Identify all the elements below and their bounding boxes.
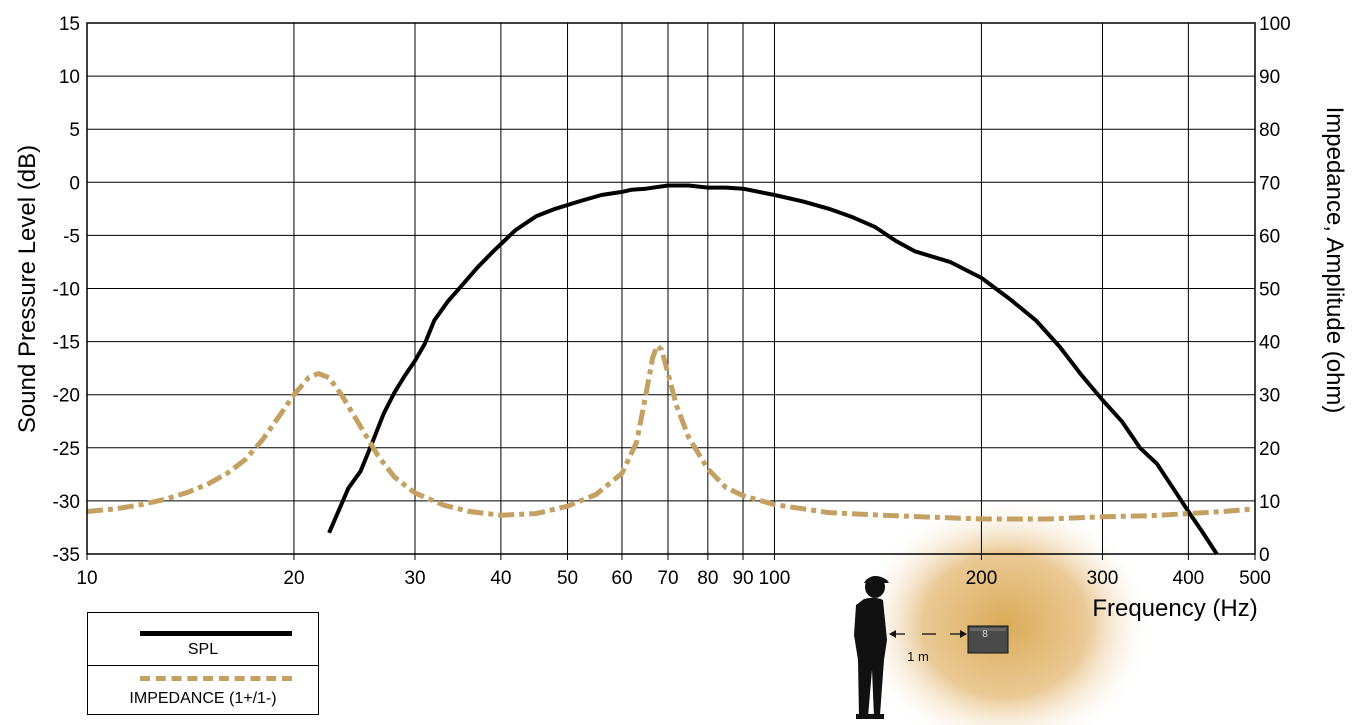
y-tick-label-right: 10 <box>1259 492 1280 513</box>
y-tick-label-left: -35 <box>53 545 80 566</box>
y-axis-left-title: Sound Pressure Level (dB) <box>14 145 41 433</box>
y-tick-label-left: -25 <box>53 439 80 460</box>
y-tick-label-right: 80 <box>1259 120 1280 141</box>
y-tick-label-left: 15 <box>59 14 80 35</box>
y-tick-label-left: -15 <box>53 333 80 354</box>
y-tick-label-right: 50 <box>1259 280 1280 301</box>
distance-label: 1 m <box>907 649 929 664</box>
y-tick-label-left: -30 <box>53 492 80 513</box>
speaker-icon: 8 <box>967 625 1009 654</box>
x-tick-label: 90 <box>732 568 753 589</box>
y-axis-right-title: Impedance, Amplitude (ohm) <box>1321 107 1348 414</box>
person-icon <box>854 576 889 719</box>
speaker-label: 8 <box>982 629 988 640</box>
y-tick-label-left: -5 <box>63 226 80 247</box>
y-tick-label-right: 20 <box>1259 439 1280 460</box>
grid <box>86 22 1256 560</box>
y-tick-label-right: 90 <box>1259 67 1280 88</box>
ticks: 151050-5-10-15-20-25-30-3510090807060504… <box>53 14 1291 589</box>
x-tick-label: 100 <box>759 568 791 589</box>
arrowhead-right-icon <box>960 630 967 638</box>
spl-line <box>327 183 1219 556</box>
y-tick-label-left: 0 <box>69 173 80 194</box>
y-tick-label-right: 60 <box>1259 226 1280 247</box>
y-tick-label-left: 5 <box>69 120 80 141</box>
x-tick-label: 300 <box>1087 568 1119 589</box>
listener-illustration: 1 m 8 <box>854 576 1009 719</box>
y-tick-label-left: 10 <box>59 67 80 88</box>
impedance-line <box>86 343 1256 522</box>
y-tick-label-left: -20 <box>53 386 80 407</box>
x-tick-label: 200 <box>966 568 998 589</box>
x-tick-label: 80 <box>697 568 718 589</box>
legend-label-impedance: IMPEDANCE (1+/1-) <box>129 690 277 707</box>
x-tick-label: 50 <box>557 568 578 589</box>
y-tick-label-right: 70 <box>1259 173 1280 194</box>
x-tick-label: 70 <box>657 568 678 589</box>
legend: SPL IMPEDANCE (1+/1-) <box>87 612 319 715</box>
y-tick-label-right: 40 <box>1259 333 1280 354</box>
legend-label-spl: SPL <box>187 641 219 658</box>
legend-swatch-spl <box>140 631 292 636</box>
y-tick-label-left: -10 <box>53 280 80 301</box>
x-tick-label: 40 <box>490 568 511 589</box>
x-tick-label: 30 <box>404 568 425 589</box>
x-tick-label: 10 <box>76 568 97 589</box>
plot-frame <box>86 22 1256 555</box>
legend-swatch-impedance <box>140 676 292 681</box>
x-tick-label: 400 <box>1173 568 1205 589</box>
x-tick-label: 20 <box>283 568 304 589</box>
legend-item-spl: SPL <box>88 613 318 664</box>
y-tick-label-right: 30 <box>1259 386 1280 407</box>
series <box>86 183 1256 556</box>
arrowhead-left-icon <box>889 630 896 638</box>
x-tick-label: 60 <box>611 568 632 589</box>
sound-glow <box>855 495 1155 725</box>
y-tick-label-right: 0 <box>1259 545 1270 566</box>
y-tick-label-right: 100 <box>1259 14 1291 35</box>
x-tick-label: 500 <box>1239 568 1271 589</box>
legend-item-impedance: IMPEDANCE (1+/1-) <box>88 665 318 717</box>
x-axis-title: Frequency (Hz) <box>1092 595 1257 622</box>
